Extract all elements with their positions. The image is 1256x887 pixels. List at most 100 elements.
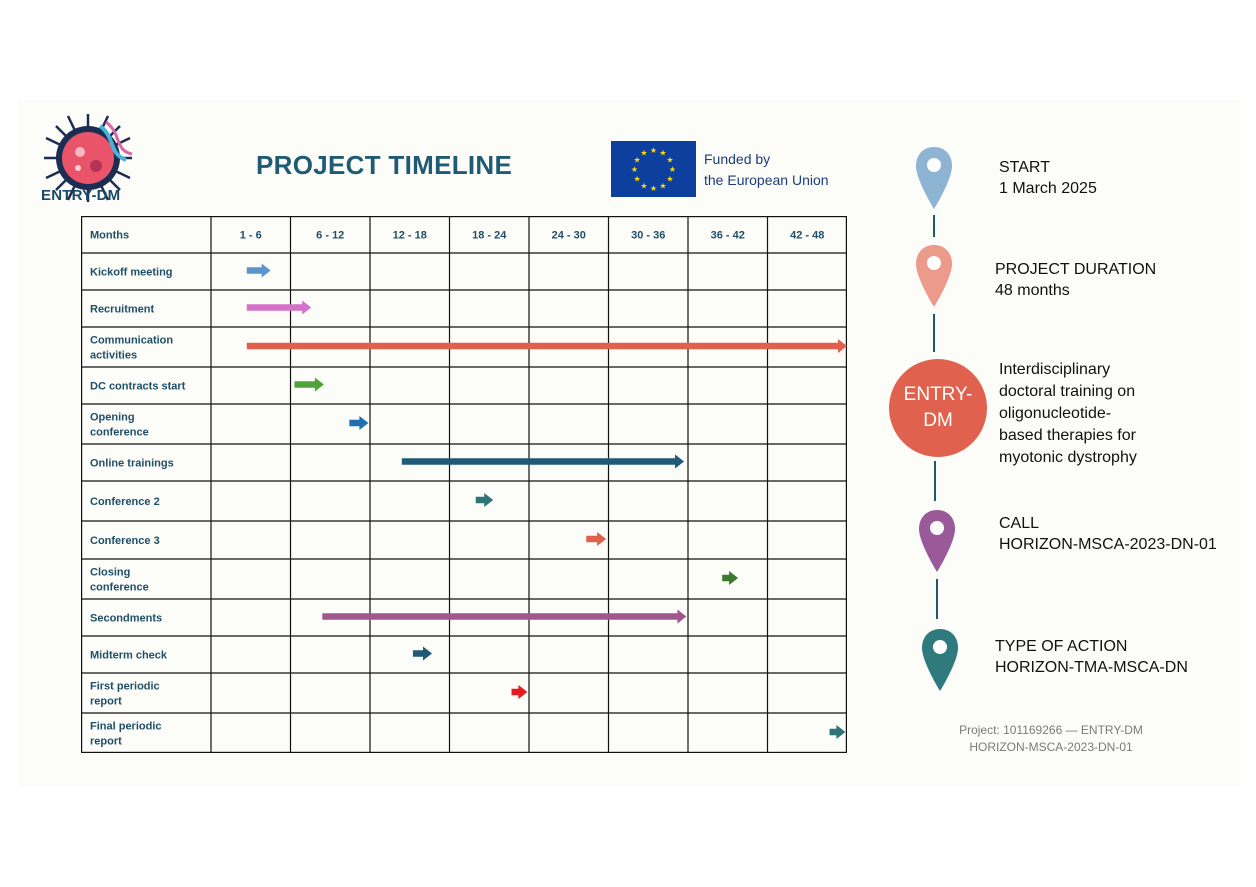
row-label: Secondments <box>90 613 162 625</box>
call-pin-icon <box>919 510 955 572</box>
eu-star: ★ <box>666 156 673 165</box>
eu-star: ★ <box>633 175 640 184</box>
eu-star: ★ <box>650 146 657 155</box>
row-label: Closing <box>90 567 130 579</box>
row-label: activities <box>90 350 137 362</box>
row-label: Conference 3 <box>90 535 160 547</box>
table-row: Kickoff meeting <box>90 263 271 279</box>
footer-line-2: HORIZON-MSCA-2023-DN-01 <box>969 740 1133 754</box>
duration-value: 48 months <box>995 282 1070 299</box>
row-label: DC contracts start <box>90 381 186 393</box>
start-pin-icon <box>916 147 952 209</box>
page-title: PROJECT TIMELINE <box>256 150 513 180</box>
timeline-arrow <box>475 493 494 507</box>
row-label: report <box>90 696 122 708</box>
connector-3 <box>934 461 936 501</box>
timeline-arrow <box>349 416 369 430</box>
connector-4 <box>936 579 938 619</box>
row-label: Conference 2 <box>90 496 160 508</box>
eu-star: ★ <box>650 184 657 193</box>
connector-1 <box>933 215 935 237</box>
call-label: CALL <box>999 515 1040 532</box>
row-label: Recruitment <box>90 304 155 316</box>
timeline-arrow <box>322 609 687 624</box>
action-value: HORIZON-TMA-MSCA-DN <box>995 659 1188 676</box>
timeline-arrow <box>246 263 271 278</box>
duration-label: PROJECT DURATION <box>995 261 1157 278</box>
timeline-arrow <box>412 646 433 661</box>
eu-star: ★ <box>631 165 638 174</box>
eu-flag: ★ ★ ★ ★ ★ ★ ★ ★ ★ ★ ★ ★ <box>611 141 696 197</box>
row-label: Midterm check <box>90 650 168 662</box>
row-label: Communication <box>90 335 173 347</box>
timeline-arrow <box>246 300 312 315</box>
table-row: Secondments <box>90 609 687 625</box>
timeline-arrow <box>829 725 846 739</box>
eu-star: ★ <box>666 175 673 184</box>
start-pin-shape <box>916 147 952 209</box>
eu-star: ★ <box>659 181 666 190</box>
description-line: Interdisciplinary <box>999 361 1111 378</box>
months-header: Months <box>90 230 129 242</box>
table-row: Recruitment <box>90 300 312 316</box>
eu-star: ★ <box>659 149 666 158</box>
row-label: report <box>90 736 122 748</box>
timeline-arrow <box>294 377 324 392</box>
timeline-arrow <box>246 339 847 353</box>
eu-line-1: Funded by <box>704 151 771 167</box>
period-header: 6 - 12 <box>316 230 344 242</box>
connector-2 <box>933 314 935 352</box>
call-info: CALL HORIZON-MSCA-2023-DN-01 <box>999 513 1217 555</box>
table-row: Closing conference <box>90 567 739 594</box>
row-label: Kickoff meeting <box>90 267 173 279</box>
timeline-arrow <box>586 532 607 546</box>
logo-text: ENTRY-DM <box>41 187 121 204</box>
description-line: myotonic dystrophy <box>999 449 1137 466</box>
start-label: START <box>999 159 1050 176</box>
description-line: based therapies for <box>999 427 1136 444</box>
table-row: DC contracts start <box>90 377 324 393</box>
table-row: Final periodic report <box>90 721 846 748</box>
eu-star: ★ <box>640 149 647 158</box>
call-value: HORIZON-MSCA-2023-DN-01 <box>999 536 1217 553</box>
eu-star: ★ <box>640 181 647 190</box>
project-footer: Project: 101169266 — ENTRY-DM HORIZON-MS… <box>915 722 1187 756</box>
period-header: 42 - 48 <box>790 230 824 242</box>
table-row: Online trainings <box>90 454 685 470</box>
eu-funding-text: Funded by the European Union <box>704 149 829 191</box>
row-label: Online trainings <box>90 458 174 470</box>
table-row: Communication activities <box>90 335 847 362</box>
table-row: Conference 3 <box>90 532 607 547</box>
table-row: Opening conference <box>90 412 369 439</box>
row-label: Final periodic <box>90 721 162 733</box>
timeline-arrow <box>722 571 739 585</box>
eu-stars-icon: ★ ★★★★★★★★★★★ <box>631 146 676 193</box>
row-label: conference <box>90 427 149 439</box>
period-header: 30 - 36 <box>631 230 665 242</box>
table-border <box>81 216 847 753</box>
action-info: TYPE OF ACTION HORIZON-TMA-MSCA-DN <box>995 636 1188 678</box>
timeline-arrow <box>511 685 528 699</box>
row-label: Opening <box>90 412 135 424</box>
timeline-panel <box>18 100 1240 786</box>
description-line: doctoral training on <box>999 383 1136 400</box>
circle-label: ENTRY-DM <box>903 384 973 431</box>
timeline-arrow <box>401 454 685 469</box>
entry-dm-circle: ENTRY-DM <box>889 359 987 457</box>
eu-star: ★ <box>633 156 640 165</box>
table-row: Conference 2 <box>90 493 494 508</box>
period-header: 18 - 24 <box>472 230 507 242</box>
start-info: START 1 March 2025 <box>999 157 1097 199</box>
action-label: TYPE OF ACTION <box>995 638 1128 655</box>
eu-line-2: the European Union <box>704 172 829 188</box>
period-header: 1 - 6 <box>240 230 262 242</box>
footer-line-1: Project: 101169266 — ENTRY-DM <box>959 723 1143 737</box>
row-label: conference <box>90 582 149 594</box>
table-row: Midterm check <box>90 646 433 662</box>
period-header: 24 - 30 <box>552 230 586 242</box>
project-description: Interdisciplinary doctoral training on oli… <box>999 359 1137 469</box>
table-row: First periodic report <box>90 681 528 708</box>
entry-dm-logo <box>44 114 133 202</box>
duration-info: PROJECT DURATION 48 months <box>995 259 1156 301</box>
gantt-chart: Months 1 - 6 6 - 12 12 - 18 18 - 24 24 - 30 30… <box>81 216 847 753</box>
